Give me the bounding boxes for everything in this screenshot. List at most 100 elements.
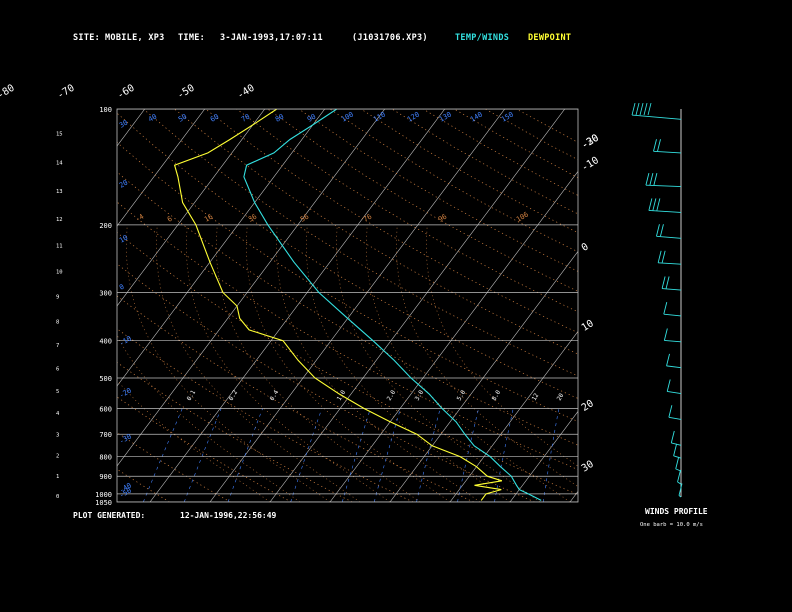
time-label: TIME: — [178, 33, 206, 43]
dry-adiabat-line — [143, 109, 578, 377]
isotherm-line — [209, 109, 505, 502]
mixing-ratio-line — [542, 408, 560, 502]
pressure-tick-label: 900 — [99, 473, 112, 481]
theta-e-label: 16 — [203, 213, 214, 224]
theta-label-top: 70 — [240, 113, 251, 124]
height-tick-label: 8 — [56, 319, 59, 325]
right-temperature-tick-label: -20 — [580, 133, 601, 152]
moist-adiabat-line — [117, 379, 271, 502]
wind-barb-shaft — [656, 235, 682, 239]
pressure-tick-label: 1050 — [95, 499, 112, 507]
wind-barb-flag — [663, 302, 668, 315]
theta-e-label: 106 — [515, 210, 530, 223]
mixing-ratio-label: 8.0 — [491, 389, 503, 402]
wind-barb-flag — [668, 405, 673, 418]
mixing-ratio-label: 0.1 — [186, 389, 198, 402]
wind-barb-shaft — [648, 209, 682, 213]
mixing-ratio-line — [290, 408, 323, 502]
wind-barb-flag — [653, 173, 658, 186]
wind-barb-flag — [661, 276, 666, 289]
temperature-line — [243, 109, 542, 501]
top-temperature-tick-label: -50 — [176, 83, 197, 102]
isotherm-line — [750, 109, 792, 502]
right-temperature-tick-label: 30 — [580, 459, 596, 475]
wind-barb-flag — [677, 469, 681, 483]
moist-adiabat-line — [335, 224, 541, 502]
height-tick-label: 0 — [56, 494, 59, 500]
wind-barb-flag — [661, 250, 666, 263]
theta-e-label: 56 — [299, 213, 310, 224]
isotherm-line — [449, 330, 578, 502]
moist-adiabat-line — [245, 224, 451, 502]
wind-barb-shaft — [678, 495, 682, 498]
wind-barb-flag — [653, 139, 657, 152]
moist-adiabat-line — [185, 224, 391, 502]
wind-barb-flag — [645, 173, 650, 186]
wind-barb-flag — [643, 102, 648, 116]
dry-adiabat-line — [117, 362, 353, 502]
wind-barb-shaft — [631, 114, 682, 120]
theta-label-left: 10 — [118, 234, 129, 245]
theta-label-top: 50 — [177, 113, 188, 124]
file-id: (J1031706.XP3) — [352, 33, 428, 43]
theta-e-label: 36 — [247, 213, 258, 224]
dry-adiabat-line — [236, 109, 578, 313]
isotherm-line — [117, 109, 205, 227]
theta-label-left: 0 — [118, 283, 126, 292]
wind-barb-flag — [678, 483, 683, 496]
theta-label-left: -20 — [118, 386, 133, 399]
dewpoint-line — [173, 109, 503, 501]
height-tick-label: 7 — [56, 343, 59, 349]
dry-adiabat-line — [205, 109, 578, 334]
wind-barb-flag — [656, 198, 661, 211]
wind-barb-shaft — [658, 262, 682, 265]
mixing-ratio-label: 5.0 — [456, 389, 468, 402]
plot-frame — [116, 108, 579, 503]
theta-label-top: 140 — [469, 110, 484, 123]
theta-label-top: 60 — [209, 113, 220, 124]
height-tick-label: 15 — [56, 131, 63, 137]
wind-barb-flag — [657, 139, 661, 152]
wind-barb-shaft — [664, 340, 682, 343]
mixing-ratio-line — [416, 408, 441, 502]
dry-adiabat-line — [516, 109, 578, 143]
pressure-tick-label: 600 — [99, 405, 112, 413]
mixing-ratio-label: 3.0 — [414, 389, 426, 402]
dry-adiabat-line — [117, 201, 578, 470]
dry-adiabat-line — [117, 232, 578, 495]
plot-area — [0, 109, 792, 502]
isotherm-line — [0, 109, 25, 502]
dry-adiabat-line — [117, 112, 578, 399]
legend-temp-winds: TEMP/WINDS — [455, 33, 510, 43]
winds-profile-note: One barb = 10.0 m/s — [640, 522, 703, 528]
dry-adiabat-line — [117, 468, 170, 502]
top-temperature-tick-label: -70 — [56, 83, 77, 102]
isotherm-line — [389, 250, 578, 502]
mixing-ratio-label: 20 — [556, 392, 566, 402]
pressure-tick-label: 500 — [99, 375, 112, 383]
isotherm-line — [117, 109, 385, 467]
theta-label-left: 20 — [118, 179, 129, 190]
right-temperature-tick-label: -10 — [580, 155, 601, 174]
theta-label-left: 30 — [118, 119, 129, 130]
wind-barb-flag — [656, 224, 660, 237]
height-tick-label: 9 — [56, 295, 59, 301]
wind-barb-flag — [652, 198, 657, 211]
wind-barb-shaft — [666, 365, 682, 369]
wind-barb-shaft — [663, 313, 682, 317]
height-tick-label: 5 — [56, 389, 59, 395]
top-temperature-tick-label: -60 — [116, 83, 137, 102]
isotherm-line — [509, 410, 578, 502]
mixing-ratio-line — [183, 408, 222, 502]
dry-adiabat-line — [117, 432, 231, 502]
top-temperature-tick-label: -40 — [236, 83, 257, 102]
dry-adiabat-line — [117, 328, 414, 502]
pressure-tick-label: 1000 — [95, 491, 112, 499]
moist-adiabat-line — [305, 224, 511, 502]
mixing-ratio-label: 12 — [531, 392, 541, 402]
moist-adiabat-line — [125, 224, 331, 502]
pressure-tick-label: 700 — [99, 431, 112, 439]
height-tick-label: 14 — [56, 161, 63, 167]
dry-adiabat-line — [117, 263, 535, 502]
